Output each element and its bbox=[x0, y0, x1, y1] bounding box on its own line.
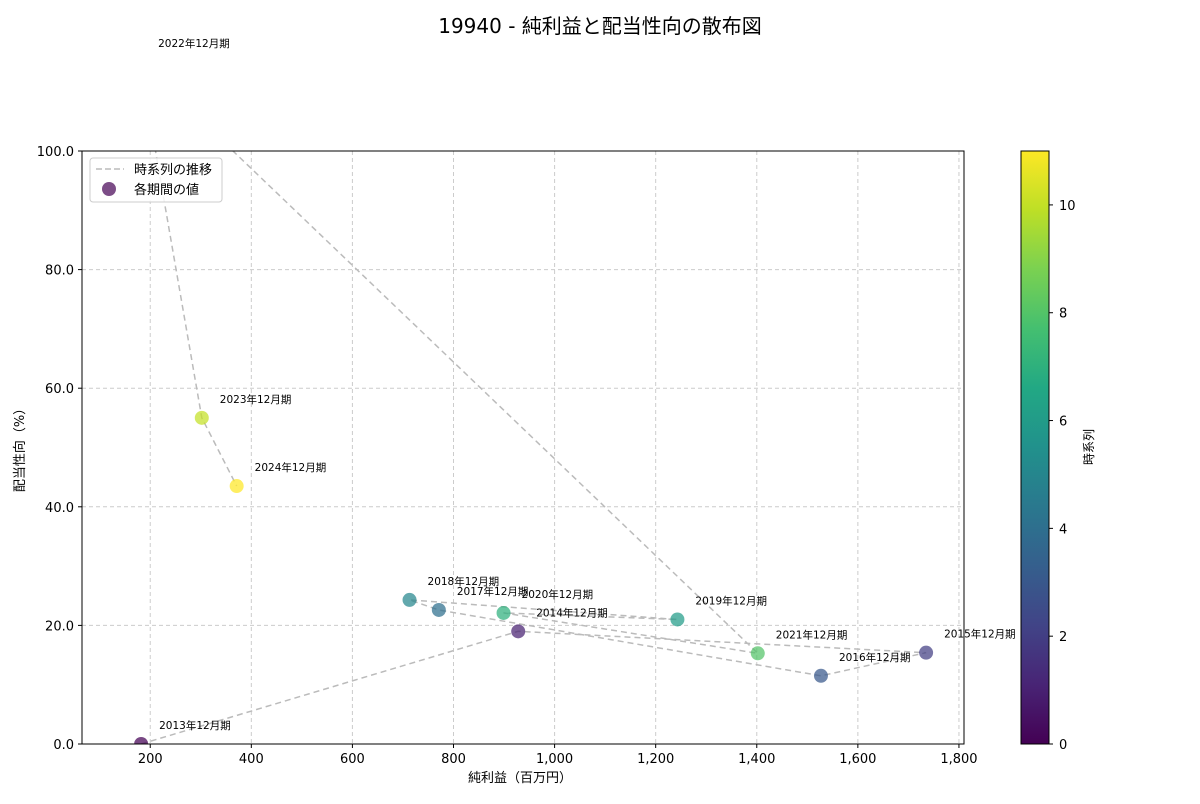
colorbar-tick-label: 2 bbox=[1059, 630, 1067, 645]
colorbar-tick-label: 0 bbox=[1059, 738, 1067, 753]
colorbar-ticks: 0 2 4 6 8 10 bbox=[1049, 199, 1076, 753]
legend-label-trend: 時系列の推移 bbox=[134, 163, 212, 178]
point-label: 2019年12月期 bbox=[695, 594, 767, 607]
x-tick-label: 1,600 bbox=[839, 752, 876, 767]
x-tick-label: 400 bbox=[239, 752, 264, 767]
x-tick-label: 1,800 bbox=[940, 752, 977, 767]
data-point bbox=[229, 479, 244, 494]
points bbox=[133, 55, 934, 744]
y-tick-label: 0.0 bbox=[53, 738, 74, 753]
grid bbox=[82, 150, 964, 745]
y-axis-label: 配当性向（%） bbox=[12, 402, 28, 492]
legend: 時系列の推移 各期間の値 bbox=[89, 157, 223, 203]
colorbar-label: 時系列 bbox=[1082, 429, 1096, 465]
point-label: 2022年12月期 bbox=[158, 37, 230, 50]
y-tick-label: 40.0 bbox=[45, 501, 74, 516]
x-tick-label: 1,000 bbox=[536, 752, 573, 767]
data-point bbox=[670, 612, 685, 627]
data-point bbox=[919, 645, 934, 660]
y-tick-label: 100.0 bbox=[37, 145, 74, 160]
data-point bbox=[134, 737, 149, 744]
legend-marker-swatch bbox=[102, 182, 116, 196]
x-axis-ticks: 200 400 600 800 1,000 1,200 1,400 1,600 1,800 bbox=[138, 744, 978, 767]
chart-title: 19940 - 純利益と配当性向の散布図 bbox=[438, 14, 762, 38]
trend-line bbox=[140, 151, 927, 744]
y-tick-label: 60.0 bbox=[45, 382, 74, 397]
data-point bbox=[511, 624, 526, 639]
x-tick-label: 600 bbox=[340, 752, 365, 767]
plot-frame bbox=[81, 150, 965, 745]
point-label: 2014年12月期 bbox=[536, 606, 608, 619]
data-point bbox=[133, 55, 147, 69]
x-tick-label: 1,200 bbox=[637, 752, 674, 767]
colorbar: 0 2 4 6 8 10 時系列 bbox=[1020, 150, 1096, 753]
point-label: 2016年12月期 bbox=[839, 651, 911, 664]
colorbar-tick-label: 6 bbox=[1059, 415, 1067, 430]
point-label: 2024年12月期 bbox=[255, 461, 327, 474]
y-tick-label: 80.0 bbox=[45, 264, 74, 279]
legend-label-points: 各期間の値 bbox=[134, 182, 199, 198]
data-point bbox=[813, 668, 828, 683]
data-point bbox=[750, 646, 765, 661]
point-labels: 2013年12月期 2014年12月期 2015年12月期 2016年12月期 2017… bbox=[158, 37, 1016, 732]
data-point bbox=[431, 602, 446, 617]
point-label: 2015年12月期 bbox=[944, 628, 1016, 641]
point-label: 2020年12月期 bbox=[522, 588, 594, 601]
x-tick-label: 800 bbox=[441, 752, 466, 767]
data-point bbox=[496, 605, 511, 620]
x-tick-label: 200 bbox=[138, 752, 163, 767]
data-point bbox=[194, 410, 209, 425]
colorbar-tick-label: 4 bbox=[1059, 522, 1067, 537]
point-label: 2018年12月期 bbox=[428, 575, 500, 588]
data-point bbox=[402, 592, 417, 607]
point-label: 2013年12月期 bbox=[159, 719, 231, 732]
point-label: 2023年12月期 bbox=[220, 393, 292, 406]
x-tick-label: 1,400 bbox=[738, 752, 775, 767]
colorbar-gradient bbox=[1020, 150, 1050, 745]
point-label: 2021年12月期 bbox=[776, 628, 848, 641]
colorbar-tick-label: 8 bbox=[1059, 307, 1067, 322]
trend-path bbox=[140, 151, 927, 744]
colorbar-tick-label: 10 bbox=[1059, 199, 1076, 214]
x-axis-label: 純利益（百万円） bbox=[468, 771, 572, 786]
y-tick-label: 20.0 bbox=[45, 619, 74, 634]
y-axis-ticks: 0.0 20.0 40.0 60.0 80.0 100.0 bbox=[37, 145, 82, 753]
point-label: 2017年12月期 bbox=[457, 585, 529, 598]
